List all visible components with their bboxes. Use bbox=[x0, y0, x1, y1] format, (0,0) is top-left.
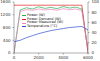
svg-text:80: 80 bbox=[92, 10, 93, 15]
svg-text:0: 0 bbox=[13, 55, 16, 60]
svg-text:1200: 1200 bbox=[8, 12, 11, 17]
svg-text:1600: 1600 bbox=[8, 0, 11, 4]
svg-text:20: 20 bbox=[92, 40, 93, 45]
svg-text:6000: 6000 bbox=[83, 55, 92, 60]
html-text:Power (W): Power (W) bbox=[27, 13, 45, 17]
svg-text:100: 100 bbox=[92, 0, 93, 4]
svg-text:2000: 2000 bbox=[34, 55, 45, 60]
svg-text:0: 0 bbox=[8, 50, 11, 55]
html-text:Power Demand (W): Power Demand (W) bbox=[27, 16, 61, 21]
svg-text:40: 40 bbox=[92, 30, 93, 35]
html-text:Power Measured (W): Power Measured (W) bbox=[27, 20, 64, 25]
svg-text:60: 60 bbox=[92, 20, 93, 25]
svg-text:400: 400 bbox=[8, 38, 11, 43]
svg-text:800: 800 bbox=[8, 25, 11, 30]
svg-text:4000: 4000 bbox=[58, 55, 69, 60]
html-text:Temperature (°C): Temperature (°C) bbox=[27, 23, 58, 28]
svg-text:0: 0 bbox=[92, 50, 93, 55]
